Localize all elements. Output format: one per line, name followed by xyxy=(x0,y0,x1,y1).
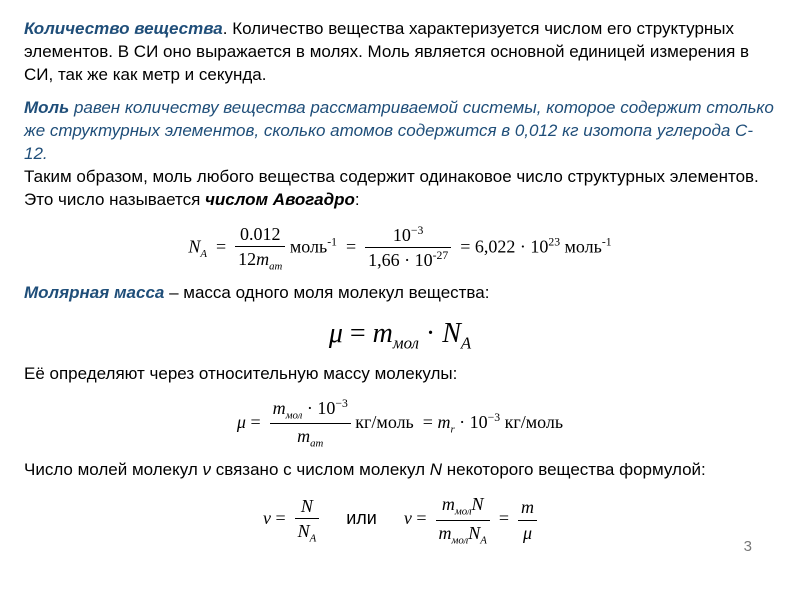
formula-nu: ν = N NA или ν = mмолN mмолNA = m μ xyxy=(24,492,776,547)
term-avogadro: числом Авогадро xyxy=(205,190,355,209)
para-moles-formula: Число молей молекул ν связано с числом м… xyxy=(24,459,776,482)
term-molar-mass: Молярная масса xyxy=(24,283,164,302)
formula-relative-mass: μ = mмол · 10−3 mат кг/моль = mr · 10−3 … xyxy=(24,396,776,451)
para-amount-of-substance: Количество вещества. Количество вещества… xyxy=(24,18,776,87)
def-mole: Моль равен количеству вещества рассматри… xyxy=(24,98,774,163)
para-relative-mass: Её определяют через относительную массу … xyxy=(24,363,776,386)
para-mole-definition: Моль равен количеству вещества рассматри… xyxy=(24,97,776,212)
text-colon: : xyxy=(355,190,360,209)
heading-amount: Количество вещества xyxy=(24,19,223,38)
formula-molar-mass: μ = mмол · NA xyxy=(24,315,776,355)
page-number: 3 xyxy=(744,537,752,557)
text-avogadro-intro: Таким образом, моль любого вещества соде… xyxy=(24,167,759,209)
para-molar-mass: Молярная масса – масса одного моля молек… xyxy=(24,282,776,305)
formula-avogadro: NA = 0.012 12mат моль-1 = 10−3 1,66 · 10… xyxy=(24,222,776,274)
text-molar-mass: – масса одного моля молекул вещества: xyxy=(164,283,489,302)
